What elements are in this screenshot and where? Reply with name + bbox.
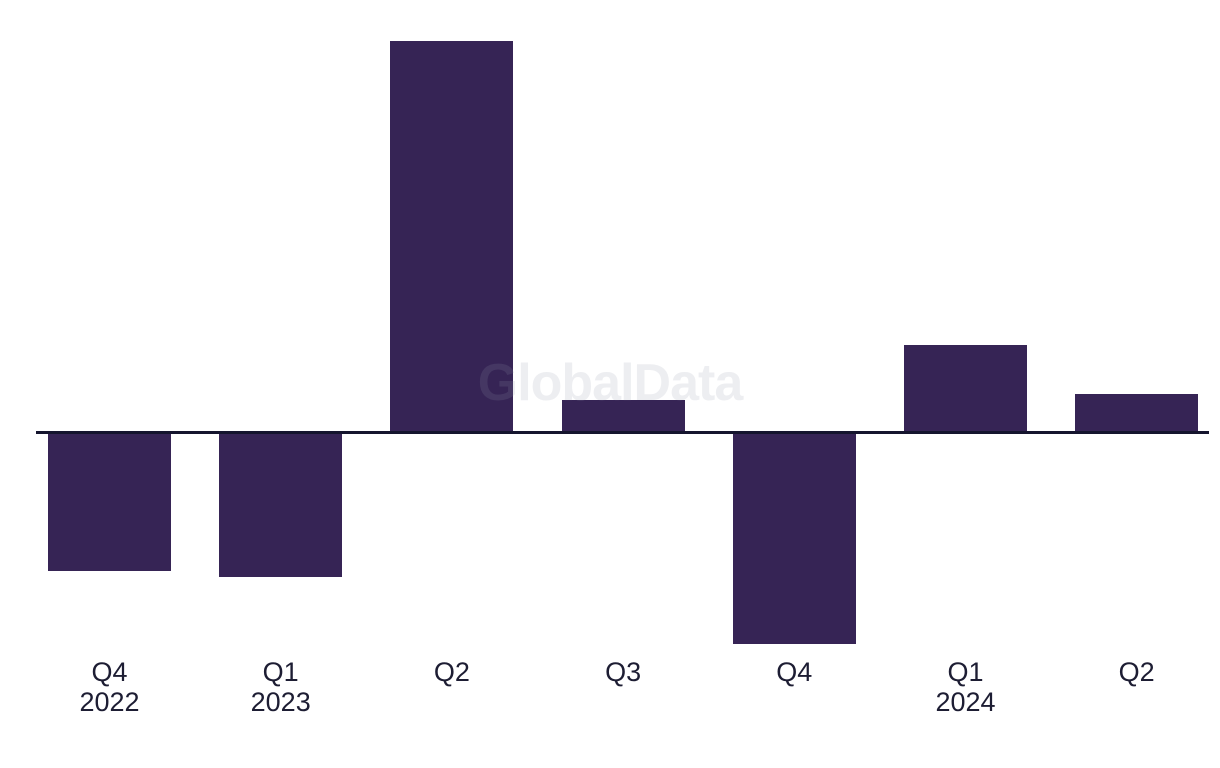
tick-quarter-text: Q3: [605, 657, 642, 687]
tick-quarter-text: Q2: [433, 657, 470, 687]
x-tick-label-q1-2023: Q1 2023: [251, 657, 311, 717]
tick-quarter-text: Q1: [947, 657, 984, 687]
x-tick-label-q3-2023: Q3: [605, 657, 641, 687]
x-tick-label-q4-2023: Q4: [776, 657, 812, 687]
tick-quarter-text: Q4: [776, 657, 813, 687]
bar-q1-2023: [219, 433, 343, 577]
tick-quarter-text: Q1: [262, 657, 299, 687]
x-tick-label-q2-2023: Q2: [434, 657, 470, 687]
tick-quarter-text: Q4: [91, 657, 128, 687]
tick-year-text: 2024: [935, 687, 996, 717]
x-tick-label-q2-2024: Q2: [1119, 657, 1155, 687]
bar-q2-2023: [390, 41, 514, 432]
tick-year-text: 2023: [250, 687, 311, 717]
tick-year-text: 2022: [79, 687, 140, 717]
x-tick-label-q1-2024: Q1 2024: [935, 657, 995, 717]
tick-quarter-text: Q2: [1118, 657, 1155, 687]
bar-q4-2022: [48, 433, 171, 571]
bar-q1-2024: [904, 345, 1027, 432]
bar-q4-2023: [732, 433, 856, 644]
bar-q2-2024: [1075, 394, 1199, 432]
x-axis-line: [36, 431, 1209, 434]
bar-q3-2023: [561, 400, 685, 432]
x-tick-label-q4-2022: Q4 2022: [79, 657, 139, 717]
